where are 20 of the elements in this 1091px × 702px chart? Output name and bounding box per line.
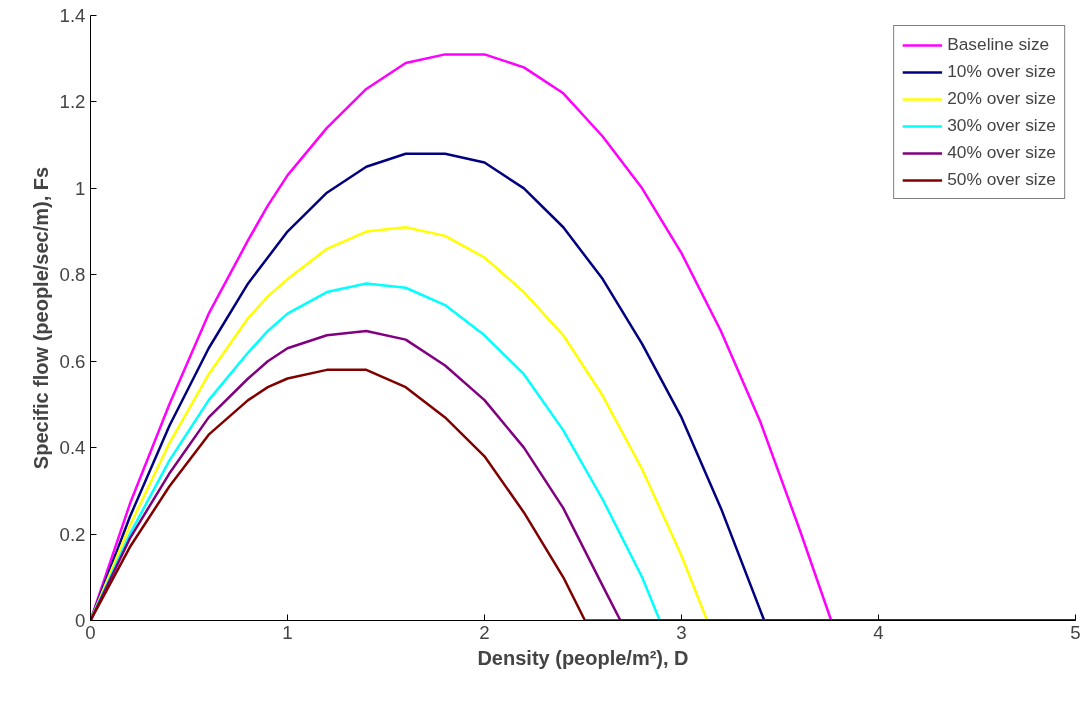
legend-label: Baseline size (947, 34, 1050, 55)
legend-label: 50% over size (947, 169, 1056, 190)
y-tick-label: 1.4 (59, 5, 86, 26)
x-tick-label: 4 (873, 621, 884, 643)
y-tick-label: 1 (75, 177, 86, 199)
x-tick-label: 1 (282, 621, 293, 643)
y-axis-title: Specific flow (people/sec/m), Fs (29, 166, 52, 470)
y-tick-label: 0.6 (59, 350, 86, 372)
legend-label: 30% over size (947, 115, 1056, 136)
y-tick-label: 0.2 (59, 523, 86, 545)
x-tick-label: 2 (479, 621, 490, 643)
legend-label: 10% over size (947, 61, 1056, 82)
y-tick-label: 0.4 (59, 437, 86, 459)
x-tick-label: 5 (1070, 621, 1081, 643)
x-tick-label: 3 (676, 621, 687, 643)
legend-label: 20% over size (947, 88, 1056, 109)
legend-label: 40% over size (947, 142, 1056, 163)
y-tick-label: 0.8 (59, 264, 86, 286)
y-tick-label: 1.2 (59, 91, 86, 113)
x-axis-title: Density (people/m²), D (477, 646, 689, 669)
